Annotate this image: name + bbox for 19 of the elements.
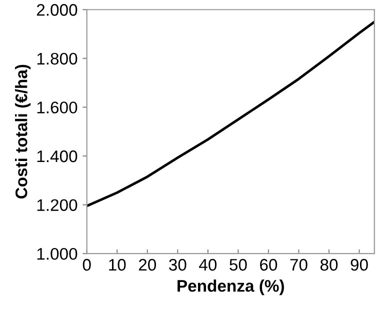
y-tick-label: 1.200 — [37, 199, 78, 211]
x-tick-label: 70 — [290, 258, 308, 271]
y-tick-label: 2.000 — [36, 4, 78, 16]
x-tick-label: 10 — [109, 258, 126, 271]
x-tick-label: 90 — [350, 258, 368, 271]
x-axis-title: Pendenza (%) — [178, 280, 284, 296]
x-tick-label: 30 — [169, 258, 186, 271]
x-tick-label: 60 — [260, 258, 278, 271]
y-tick-label: 1.600 — [37, 102, 78, 114]
y-axis-title: Costi totali (€/ha) — [15, 64, 31, 199]
y-tick-label: 1.800 — [37, 52, 78, 65]
x-tick-label: 0 — [82, 258, 91, 271]
x-tick-label: 80 — [320, 258, 338, 271]
y-tick-label: 1.000 — [37, 248, 78, 260]
x-tick-label: 20 — [138, 258, 156, 271]
line-series — [86, 20, 374, 208]
x-tick-label: 40 — [199, 258, 217, 271]
x-tick-label: 50 — [230, 258, 247, 271]
y-tick-label: 1.400 — [37, 150, 78, 162]
